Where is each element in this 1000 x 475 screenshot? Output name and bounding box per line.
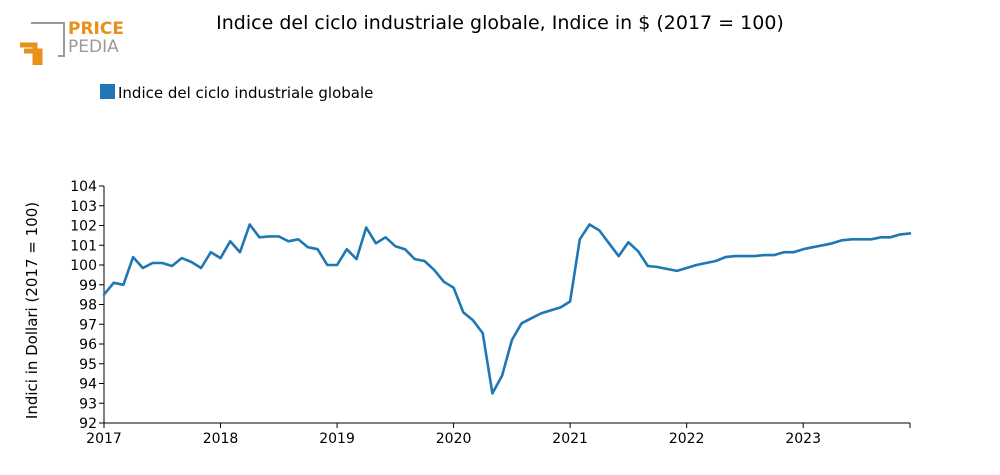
legend-label: Indice del ciclo industriale globale xyxy=(118,84,374,102)
y-tick-label: 104 xyxy=(70,179,97,195)
x-tick-label: 2018 xyxy=(203,431,239,447)
y-tick-label: 102 xyxy=(70,219,97,235)
y-axis-title: Indici in Dollari (2017 = 100) xyxy=(23,202,41,419)
y-tick-label: 97 xyxy=(79,317,97,333)
y-tick-label: 100 xyxy=(70,258,97,274)
y-tick-label: 96 xyxy=(79,337,97,353)
x-tick-label: 2019 xyxy=(319,431,355,447)
pricepedia-logo: PRICE PEDIA xyxy=(20,18,130,68)
y-tick-label: 98 xyxy=(79,298,97,314)
y-tick-label: 99 xyxy=(79,278,97,294)
logo-word-pedia: PEDIA xyxy=(68,37,119,57)
x-tick-label: 2023 xyxy=(785,431,821,447)
legend-swatch xyxy=(100,84,115,99)
y-tick-label: 95 xyxy=(79,357,97,373)
x-tick-label: 2017 xyxy=(86,431,122,447)
y-tick-label: 103 xyxy=(70,199,97,215)
logo-mark-icon xyxy=(20,22,65,65)
chart-title: Indice del ciclo industriale globale, In… xyxy=(216,12,784,34)
y-tick-label: 94 xyxy=(79,377,97,393)
x-tick-label: 2020 xyxy=(436,431,472,447)
x-tick-label: 2022 xyxy=(669,431,705,447)
series-line xyxy=(102,223,912,395)
x-tick-label: 2021 xyxy=(552,431,588,447)
y-tick-label: 93 xyxy=(79,396,97,412)
y-tick-label: 92 xyxy=(79,416,97,432)
y-tick-label: 101 xyxy=(70,238,97,254)
logo-word-price: PRICE xyxy=(68,19,124,39)
